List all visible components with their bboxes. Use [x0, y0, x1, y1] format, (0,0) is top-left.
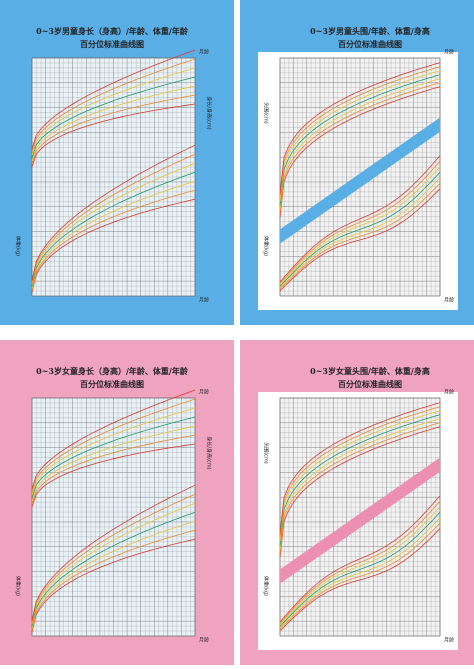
- axis-label: 体重(kg): [263, 236, 270, 256]
- panel-title: 0~3岁女童头围/年龄、体重/身高: [310, 366, 430, 376]
- percentile-curve: [279, 511, 441, 627]
- percentile-curve: [31, 416, 196, 499]
- percentile-curve: [31, 162, 196, 285]
- percentile-curve: [279, 66, 441, 198]
- percentile-curve: [279, 177, 441, 289]
- percentile-curve: [279, 188, 441, 292]
- percentile-curve: [31, 434, 196, 505]
- percentile-curve: [279, 410, 441, 542]
- percentile-curve: [31, 398, 196, 493]
- percentile-curve: [31, 76, 196, 159]
- percentile-curve: [279, 86, 441, 218]
- panel-title: 百分位标准曲线图: [80, 379, 144, 389]
- axis-label: 月龄: [199, 389, 209, 396]
- axis-label: 月龄: [199, 297, 209, 304]
- panel-title: 百分位标准曲线图: [338, 379, 402, 389]
- percentile-curve: [279, 171, 441, 287]
- percentile-curve: [31, 58, 196, 153]
- percentile-curve: [279, 506, 441, 626]
- panel-title: 0~3岁男童身长（身高）/年龄、体重/年龄: [36, 26, 189, 36]
- percentile-curve: [31, 425, 196, 502]
- percentile-curve: [279, 528, 441, 632]
- axis-label: 体重(kg): [15, 576, 22, 596]
- axis-label: 月龄: [199, 49, 209, 56]
- percentile-curve: [31, 502, 196, 625]
- axis-label: 月龄: [444, 389, 454, 396]
- percentile-curve: [31, 144, 196, 281]
- percentile-curve: [31, 443, 196, 508]
- axis-label: 月龄: [444, 297, 454, 304]
- axis-label: 头围(cm): [263, 102, 270, 124]
- axis-label: 月龄: [444, 637, 454, 644]
- percentile-curve: [279, 70, 441, 202]
- percentile-curve: [31, 180, 196, 289]
- percentile-curve: [31, 511, 196, 627]
- percentile-curve: [31, 67, 196, 156]
- axis-label: 头围(cm): [263, 442, 270, 464]
- percentile-curve: [279, 418, 441, 550]
- percentile-curve: [31, 538, 196, 633]
- percentile-curve: [279, 155, 441, 283]
- percentile-curve: [279, 422, 441, 554]
- percentile-curve: [279, 495, 441, 623]
- percentile-curve: [31, 529, 196, 631]
- percentile-curve: [31, 484, 196, 621]
- percentile-curve: [279, 160, 441, 284]
- divider-band: [280, 117, 440, 244]
- percentile-curve: [279, 500, 441, 624]
- percentile-curve: [279, 522, 441, 630]
- percentile-curve: [279, 426, 441, 558]
- percentile-curve: [279, 517, 441, 629]
- axis-label: 身长/身高(cm): [206, 436, 213, 469]
- panel-title: 百分位标准曲线图: [80, 39, 144, 49]
- panel-title: 0~3岁男童头围/年龄、体重/身高: [310, 26, 430, 36]
- percentile-curve: [31, 171, 196, 287]
- percentile-curve: [279, 402, 441, 534]
- percentile-curve: [279, 82, 441, 214]
- percentile-curve: [31, 198, 196, 293]
- percentile-curve: [279, 182, 441, 290]
- percentile-curve: [279, 78, 441, 210]
- percentile-curve: [279, 166, 441, 286]
- panel-title: 0~3岁女童身长（身高）/年龄、体重/年龄: [36, 366, 189, 376]
- axis-label: 身长/身高(cm): [206, 96, 213, 129]
- axis-label: 体重(kg): [15, 236, 22, 256]
- axis-label: 月龄: [444, 49, 454, 56]
- percentile-curve: [279, 74, 441, 206]
- percentile-curve: [31, 85, 196, 162]
- percentile-curve: [31, 103, 196, 168]
- percentile-curve: [31, 94, 196, 165]
- panel-title: 百分位标准曲线图: [338, 39, 402, 49]
- percentile-curve: [31, 407, 196, 496]
- axis-label: 体重(kg): [263, 576, 270, 596]
- percentile-curve: [31, 493, 196, 623]
- percentile-curve: [31, 389, 196, 490]
- percentile-curve: [279, 62, 441, 194]
- percentile-curve: [31, 153, 196, 283]
- axis-label: 月龄: [199, 637, 209, 644]
- percentile-curve: [31, 189, 196, 291]
- percentile-curve: [31, 49, 196, 150]
- percentile-curve: [279, 406, 441, 538]
- percentile-curve: [31, 520, 196, 629]
- percentile-curve: [279, 414, 441, 546]
- divider-band: [280, 457, 440, 584]
